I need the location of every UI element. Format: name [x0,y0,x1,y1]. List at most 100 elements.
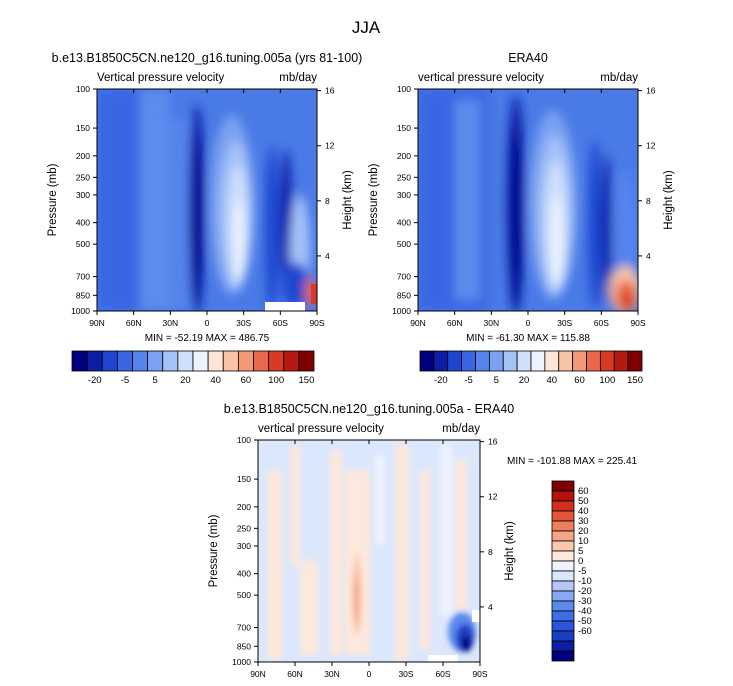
colorbar-swatch [551,590,575,602]
x-tick-label: 30S [236,318,251,328]
panel-era40-axes: 90N 60N 30N 0 30S 60S 90S 100 150 200 250 300 400 500… [392,84,656,328]
y-tick-label: 850 [237,641,251,651]
y-tick-label: 850 [397,290,411,300]
colorbar-label: 0 [578,556,583,567]
field-blob [290,445,300,565]
panel-era40: ERA40 vertical pressure velocity mb/day [368,51,675,386]
colorbar-swatch [283,350,300,372]
y-tick-label: 400 [397,218,411,228]
colorbar-label: 5 [578,546,583,557]
colorbar-label: -40 [578,606,592,617]
y-tick-label: 250 [237,523,251,533]
y2-tick-label: 12 [488,492,498,502]
colorbar-label: -10 [578,576,592,587]
y2-tick-label: 16 [488,437,498,447]
field-blob [588,140,602,310]
panel-diff-field [258,440,480,662]
colorbar-label: -60 [578,626,592,637]
y-tick-label: 500 [76,239,90,249]
panel-model-colorbar: -20 -5 5 20 40 60 100 150 [71,350,315,386]
panel-model-title: b.e13.B1850C5CN.ne120_g16.tuning.005a (y… [52,51,363,65]
field-blob [461,636,471,652]
y2-tick-label: 8 [488,547,493,557]
colorbar-swatch [551,630,575,642]
y2-tick-label: 12 [646,141,656,151]
panel-era40-units: mb/day [600,72,638,84]
colorbar-label: 60 [578,486,589,497]
y-tick-label: 200 [237,502,251,512]
panel-diff-title: b.e13.B1850C5CN.ne120_g16.tuning.005a - … [224,402,515,416]
colorbar-swatch [551,520,575,532]
panel-era40-colorbar: -20 -5 5 20 40 60 100 150 [419,350,643,386]
field-blob [280,150,292,290]
colorbar-swatch [488,350,504,372]
colorbar-swatch [586,350,601,372]
field-blob [440,445,452,615]
field-blob [234,200,244,280]
colorbar-swatch [551,510,575,522]
colorbar-label: -5 [464,375,472,386]
page-title: JJA [352,18,381,37]
y2-tick-label: 4 [325,251,330,261]
y2-tick-label: 16 [325,86,335,96]
y-tick-label: 1000 [392,306,411,316]
x-tick-label: 30S [557,318,572,328]
field-blob [551,195,563,285]
panel-diff-y2label: Height (km) [504,521,516,581]
panel-era40-field [418,89,638,311]
colorbar-swatch [237,350,254,372]
colorbar-label: -20 [434,375,448,386]
colorbar-swatch [475,350,490,372]
panel-diff-left-label: vertical pressure velocity [258,423,384,435]
colorbar-label: 40 [547,375,558,386]
colorbar-swatch [558,350,574,372]
colorbar-swatch [551,640,575,652]
x-tick-label: 60N [287,669,303,679]
panel-era40-y2label: Height (km) [663,170,675,230]
y-tick-label: 150 [237,474,251,484]
colorbar-swatch [551,530,575,542]
y-tick-label: 700 [76,272,90,282]
colorbar-swatch [544,350,560,372]
colorbar-swatch [599,350,615,372]
colorbar-label: -5 [578,566,586,577]
colorbar-swatch [516,350,532,372]
x-tick-label: 60S [435,669,450,679]
colorbar-label: 20 [578,526,589,537]
field-missing [472,610,480,622]
colorbar-swatch [207,350,224,372]
x-tick-label: 90N [250,669,266,679]
colorbar-swatch [551,580,575,592]
colorbar-swatch [530,350,546,372]
y-tick-label: 300 [237,541,251,551]
colorbar-label: 40 [210,375,221,386]
y-tick-label: 100 [76,84,90,94]
y-tick-label: 250 [76,172,90,182]
y-tick-label: 300 [397,190,411,200]
x-tick-label: 90S [309,318,324,328]
y-tick-label: 250 [397,172,411,182]
colorbar-label: 60 [241,375,252,386]
field-blob [268,470,282,660]
colorbar-swatch [192,350,209,372]
colorbar-swatch [551,560,575,572]
y2-tick-label: 4 [488,602,493,612]
field-blob [330,450,342,655]
colorbar-swatch [551,600,575,612]
field-blob [602,155,612,305]
panel-model: b.e13.B1850C5CN.ne120_g16.tuning.005a (y… [47,51,362,386]
colorbar-label: 50 [578,496,589,507]
x-tick-label: 30S [398,669,413,679]
y-tick-label: 700 [397,272,411,282]
y-tick-label: 200 [76,151,90,161]
colorbar-swatch [147,350,164,372]
x-tick-label: 0 [526,318,531,328]
panel-diff: b.e13.B1850C5CN.ne120_g16.tuning.005a - … [208,402,638,679]
colorbar-swatch [551,650,575,662]
colorbar-swatch [132,350,149,372]
colorbar-swatch [86,350,103,372]
x-tick-label: 30N [484,318,500,328]
colorbar-label: 30 [578,516,589,527]
